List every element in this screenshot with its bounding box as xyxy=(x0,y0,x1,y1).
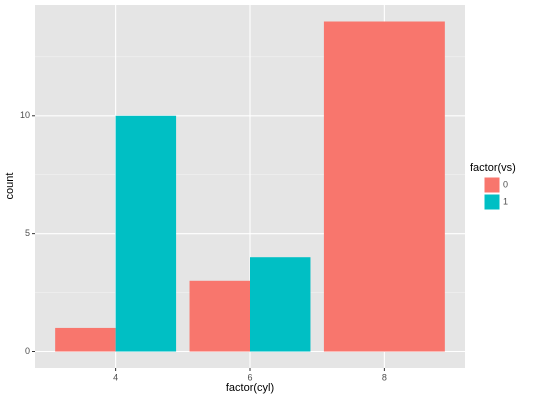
legend-title: factor(vs) xyxy=(470,162,516,174)
bar xyxy=(115,115,177,352)
legend-key xyxy=(483,193,501,211)
y-axis-title: count xyxy=(4,173,16,200)
y-tick-label: 5 xyxy=(25,228,30,238)
bar xyxy=(250,257,311,352)
y-tick-label: 10 xyxy=(20,110,30,120)
legend-label: 0 xyxy=(503,179,508,189)
bar xyxy=(55,327,116,352)
x-tick-label: 8 xyxy=(382,372,387,382)
bar xyxy=(323,21,445,352)
legend-key xyxy=(483,176,501,194)
x-axis-title: factor(cyl) xyxy=(226,382,274,394)
x-tick-label: 4 xyxy=(113,372,118,382)
x-tick-label: 6 xyxy=(247,372,252,382)
bar xyxy=(189,280,250,352)
legend-label: 1 xyxy=(503,196,508,206)
y-tick-label: 0 xyxy=(25,346,30,356)
